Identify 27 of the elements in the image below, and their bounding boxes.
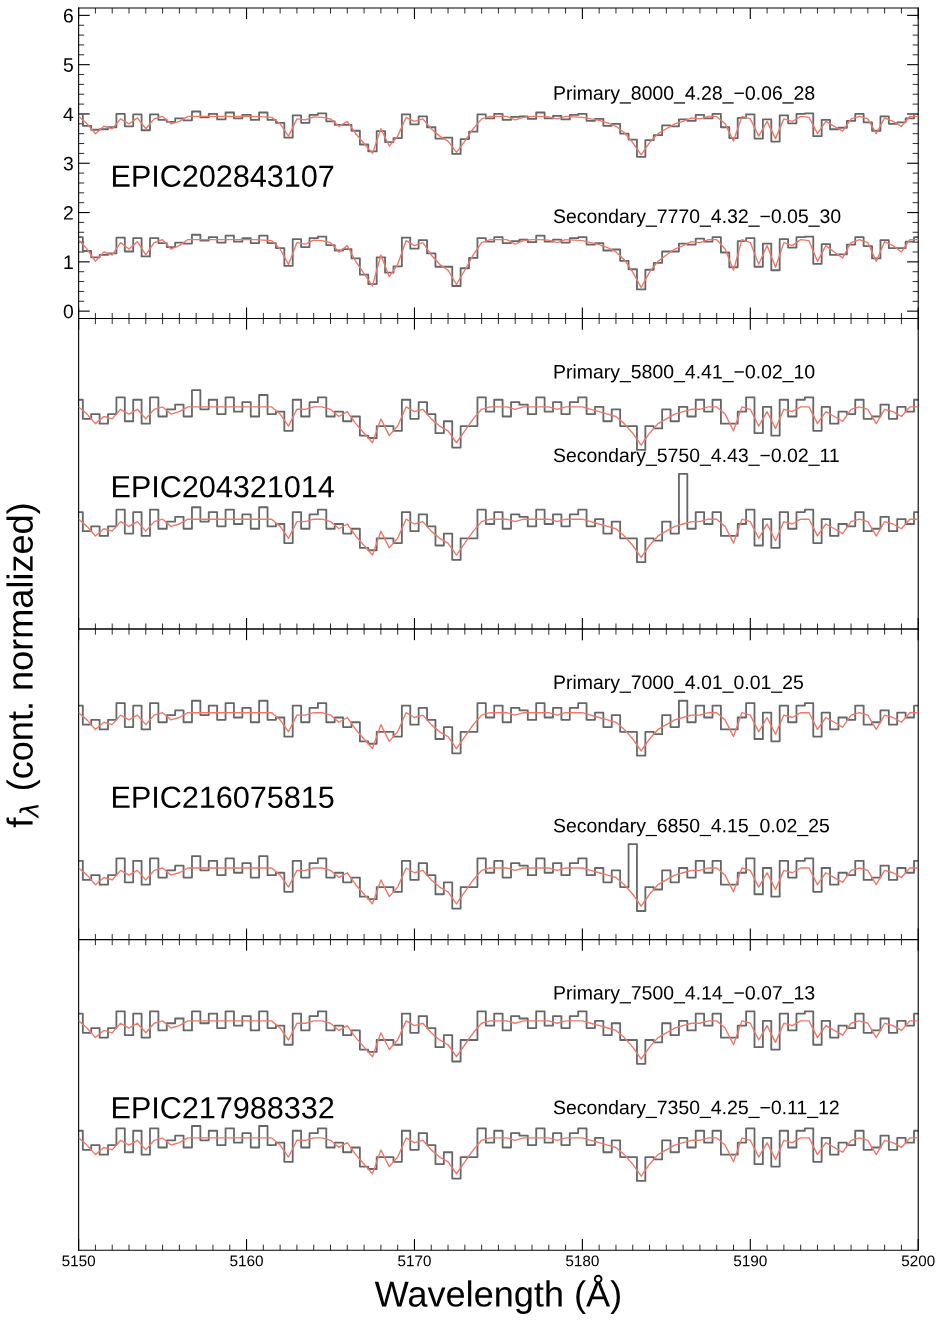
y-tick-label: 1 <box>64 255 73 269</box>
y-tick-label: 4 <box>63 107 74 122</box>
x-tick-label: 5200 <box>901 1255 935 1267</box>
text: Primary_5800_4.41_−0.02_10 <box>554 364 815 383</box>
x-tick-label: 5190 <box>733 1255 767 1267</box>
y-tick-label: 6 <box>63 8 73 23</box>
text: EPIC202843107 <box>113 165 334 187</box>
y-tick-label: 3 <box>63 156 73 171</box>
y-tick-label: 5 <box>63 58 73 72</box>
annotation: Secondary_7770_4.32_−0.05_30 <box>553 208 841 227</box>
annotation: Secondary_6850_4.15_0.02_25 <box>553 818 829 837</box>
text: EPIC216075815 <box>113 786 334 809</box>
text: EPIC204321014 <box>113 475 334 498</box>
x-tick-label: 5150 <box>62 1255 96 1267</box>
text: Primary_7500_4.14_−0.07_13 <box>554 985 815 1004</box>
annotation: Secondary_7350_4.25_−0.11_12 <box>553 1100 839 1119</box>
y-tick-label: 2 <box>63 206 73 220</box>
text: EPIC217988332 <box>113 1097 334 1119</box>
annotation: Secondary_5750_4.43_−0.02_11 <box>553 447 839 467</box>
text: Primary_7000_4.01_0.01_25 <box>554 674 803 693</box>
x-axis-title: Wavelength (Å) <box>374 1274 620 1314</box>
x-tick-label: 5170 <box>398 1255 431 1267</box>
x-tick-label: 5160 <box>230 1255 263 1267</box>
y-tick-label: 0 <box>63 304 73 319</box>
annotation: Primary_8000_4.28_−0.06_28 <box>554 85 815 104</box>
x-tick-label: 5180 <box>566 1255 599 1267</box>
y-axis-title: f$_{λ}$ (cont. normalized) <box>6 504 41 828</box>
